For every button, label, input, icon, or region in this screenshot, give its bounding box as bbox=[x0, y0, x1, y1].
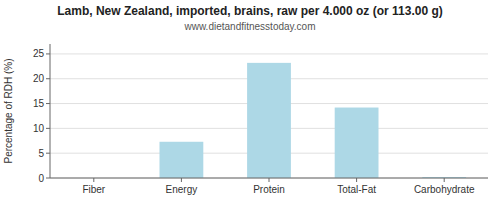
bar bbox=[335, 108, 379, 178]
x-axis: Fiber Energy Protein Total-Fat Carbohydrate bbox=[82, 178, 475, 195]
y-tick bbox=[46, 53, 50, 54]
y-axis: 0 5 10 15 20 25 bbox=[33, 48, 488, 183]
x-tick-label: Carbohydrate bbox=[414, 184, 475, 195]
y-tick-label: 5 bbox=[38, 148, 44, 159]
title: Lamb, New Zealand, imported, brains, raw… bbox=[57, 4, 442, 18]
y-tick-label: 25 bbox=[33, 48, 45, 59]
y-tick-label: 10 bbox=[33, 123, 45, 134]
y-axis-line bbox=[50, 44, 51, 178]
y-tick-label: 0 bbox=[38, 173, 44, 184]
bars bbox=[160, 63, 467, 178]
bar bbox=[247, 63, 291, 178]
x-tick bbox=[93, 178, 94, 182]
x-tick-label: Energy bbox=[166, 184, 198, 195]
x-tick-label: Protein bbox=[253, 184, 285, 195]
x-tick-label: Fiber bbox=[82, 184, 105, 195]
y-tick bbox=[46, 78, 50, 79]
y-axis-label: Percentage of RDH (%) bbox=[3, 58, 14, 163]
y-tick-label: 20 bbox=[33, 73, 45, 84]
plot-area: 0 5 10 15 20 25 Fiber Energy Protein Total-Fat Car… bbox=[33, 44, 488, 195]
x-tick bbox=[269, 178, 270, 182]
x-tick bbox=[356, 178, 357, 182]
y-tick bbox=[46, 128, 50, 129]
y-tick bbox=[46, 103, 50, 104]
chart: Lamb, New Zealand, imported, brains, raw… bbox=[0, 0, 500, 200]
bar bbox=[160, 142, 204, 178]
y-tick-label: 15 bbox=[33, 98, 45, 109]
y-tick bbox=[46, 178, 50, 179]
x-tick bbox=[444, 178, 445, 182]
x-tick-label: Total-Fat bbox=[337, 184, 376, 195]
x-tick bbox=[181, 178, 182, 182]
y-tick bbox=[46, 153, 50, 154]
grid-line bbox=[50, 53, 488, 54]
subtitle: www.dietandfitnesstoday.com bbox=[184, 21, 316, 32]
